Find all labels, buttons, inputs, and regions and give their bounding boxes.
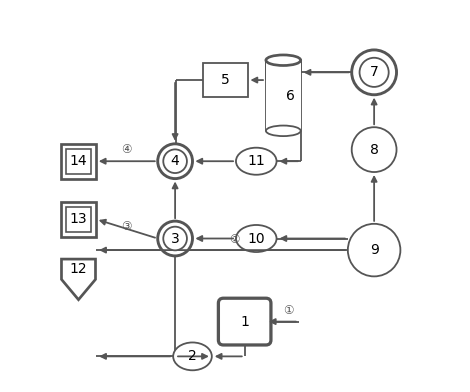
Text: 5: 5 [221, 73, 230, 87]
Circle shape [348, 224, 400, 276]
Text: 4: 4 [171, 154, 180, 168]
Text: ③: ③ [122, 220, 132, 233]
Ellipse shape [158, 221, 193, 256]
Bar [266, 60, 301, 131]
Ellipse shape [266, 55, 301, 65]
Bar [66, 207, 91, 232]
Bar [61, 144, 96, 179]
Text: 14: 14 [70, 154, 87, 168]
Text: 10: 10 [247, 232, 265, 245]
Text: 2: 2 [188, 349, 197, 363]
FancyBboxPatch shape [219, 298, 271, 345]
Text: 11: 11 [247, 154, 265, 168]
Text: 8: 8 [370, 143, 378, 157]
Ellipse shape [158, 144, 193, 179]
Bar [66, 149, 91, 174]
Text: 13: 13 [70, 212, 87, 226]
Ellipse shape [163, 149, 187, 173]
Circle shape [352, 127, 397, 172]
Circle shape [360, 58, 389, 87]
Text: ④: ④ [122, 143, 132, 156]
Bar [61, 202, 96, 237]
Ellipse shape [236, 148, 276, 175]
Text: 3: 3 [171, 232, 180, 245]
Text: 1: 1 [240, 315, 249, 328]
Text: 9: 9 [370, 243, 378, 257]
Text: 7: 7 [370, 65, 378, 79]
Ellipse shape [173, 343, 212, 370]
Ellipse shape [236, 225, 276, 252]
Polygon shape [62, 259, 95, 299]
Bar [203, 63, 248, 98]
Text: 6: 6 [286, 89, 295, 103]
Text: ②: ② [229, 233, 239, 246]
Ellipse shape [163, 227, 187, 250]
Text: ①: ① [282, 304, 293, 317]
Text: 12: 12 [70, 262, 87, 276]
Circle shape [352, 50, 397, 95]
Ellipse shape [266, 125, 301, 136]
